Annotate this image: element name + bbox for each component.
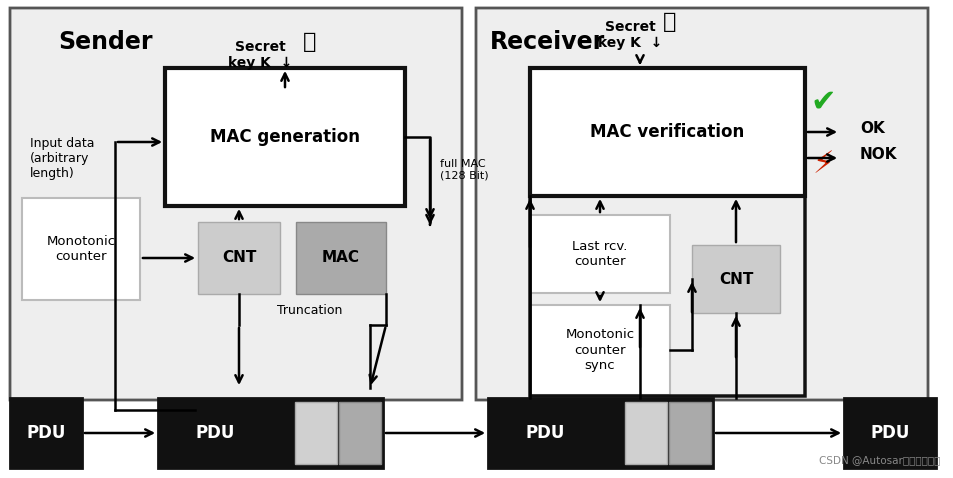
Text: ⚡: ⚡ — [811, 151, 833, 180]
Bar — [158, 398, 382, 468]
Bar — [10, 398, 82, 468]
Text: NOK: NOK — [859, 146, 897, 162]
Text: CNT: CNT — [222, 250, 256, 265]
Text: CSDN @Autosar汽车电子进阶: CSDN @Autosar汽车电子进阶 — [818, 455, 939, 465]
Bar — [338, 402, 380, 464]
FancyBboxPatch shape — [165, 68, 405, 206]
FancyBboxPatch shape — [530, 68, 804, 196]
Bar — [668, 402, 710, 464]
Bar — [294, 402, 336, 464]
Bar — [295, 222, 386, 294]
Text: Receiver: Receiver — [490, 30, 604, 54]
Text: PDU: PDU — [27, 424, 66, 442]
Text: 🔑: 🔑 — [303, 32, 316, 52]
Text: ✔: ✔ — [809, 87, 835, 117]
FancyBboxPatch shape — [530, 215, 669, 293]
Text: Truncation: Truncation — [277, 304, 342, 316]
Bar — [691, 245, 780, 313]
Text: Sender: Sender — [58, 30, 152, 54]
Bar — [198, 222, 280, 294]
Text: Monotonic
counter
sync: Monotonic counter sync — [565, 328, 634, 371]
Text: PDU: PDU — [869, 424, 909, 442]
FancyBboxPatch shape — [530, 305, 669, 395]
Text: Input data
(arbitrary
length): Input data (arbitrary length) — [30, 137, 94, 180]
Text: MAC verification: MAC verification — [589, 123, 743, 141]
Text: CNT: CNT — [718, 272, 753, 286]
Bar — [624, 402, 666, 464]
FancyBboxPatch shape — [22, 198, 140, 300]
FancyBboxPatch shape — [476, 8, 927, 400]
Text: Monotonic
counter: Monotonic counter — [47, 235, 115, 263]
Text: PDU: PDU — [195, 424, 234, 442]
Bar — [843, 398, 935, 468]
Text: MAC generation: MAC generation — [210, 128, 359, 146]
Text: Secret
key K  ↓: Secret key K ↓ — [598, 20, 661, 50]
Text: full MAC
(128 Bit): full MAC (128 Bit) — [439, 159, 488, 181]
Bar — [488, 398, 712, 468]
Text: 🔑: 🔑 — [662, 12, 676, 32]
Text: Last rcv.
counter: Last rcv. counter — [572, 240, 627, 268]
Text: OK: OK — [859, 120, 883, 135]
Text: PDU: PDU — [525, 424, 564, 442]
FancyBboxPatch shape — [10, 8, 461, 400]
Text: Secret
key K  ↓: Secret key K ↓ — [228, 40, 292, 70]
Text: MAC: MAC — [322, 250, 359, 265]
